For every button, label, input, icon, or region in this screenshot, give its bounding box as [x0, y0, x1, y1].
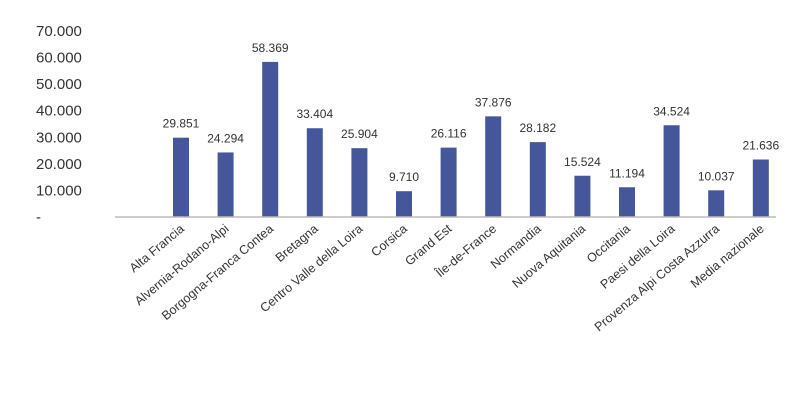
- y-tick-label: 40.000: [36, 103, 82, 120]
- bar: [708, 190, 725, 217]
- x-axis: Alta FranciaAlvernia-Rodano-AlpiBorgogna…: [115, 216, 776, 334]
- data-label: 34.524: [653, 104, 690, 118]
- x-tick-label: Corsica: [368, 222, 409, 260]
- bar: [485, 116, 502, 217]
- data-label: 21.636: [742, 139, 779, 153]
- data-label: 24.294: [207, 131, 244, 145]
- y-tick-label: 50.000: [36, 76, 82, 93]
- data-label: 11.194: [609, 166, 645, 180]
- data-label: 37.876: [475, 95, 512, 109]
- bar: [663, 125, 680, 217]
- y-axis: - 10.000 20.000 30.000 40.000 50.000 60.000 70.…: [36, 23, 82, 226]
- data-label: 25.904: [341, 127, 378, 141]
- y-tick-label: 60.000: [36, 50, 82, 67]
- bar: [351, 148, 368, 217]
- x-tick-label: Paesi della Loira: [598, 222, 678, 292]
- bar: [619, 187, 635, 217]
- data-label: 58.369: [252, 41, 289, 55]
- bar: [752, 159, 769, 217]
- bar: [306, 128, 323, 217]
- data-label: 33.404: [296, 107, 333, 121]
- bars: [173, 61, 769, 217]
- data-label: 10.037: [698, 169, 735, 183]
- data-labels: 29.851 24.294 58.369 33.404 25.904 9.710 26.11…: [163, 41, 780, 184]
- y-tick-label: 30.000: [36, 129, 82, 146]
- bar: [529, 142, 546, 217]
- y-tick-label: -: [36, 209, 41, 226]
- y-tick-label: 20.000: [36, 156, 82, 173]
- data-label: 26.116: [431, 127, 467, 141]
- data-label: 28.182: [519, 121, 556, 135]
- bar: [574, 175, 591, 217]
- y-tick-label: 10.000: [36, 182, 82, 199]
- data-label: 15.524: [564, 155, 601, 169]
- bar: [396, 191, 412, 217]
- data-label: 9.710: [389, 170, 419, 184]
- y-tick-label: 70.000: [36, 23, 82, 40]
- bar: [262, 61, 279, 217]
- data-label: 29.851: [163, 117, 200, 131]
- bar: [217, 152, 234, 217]
- bar: [440, 147, 457, 217]
- bar: [173, 137, 189, 217]
